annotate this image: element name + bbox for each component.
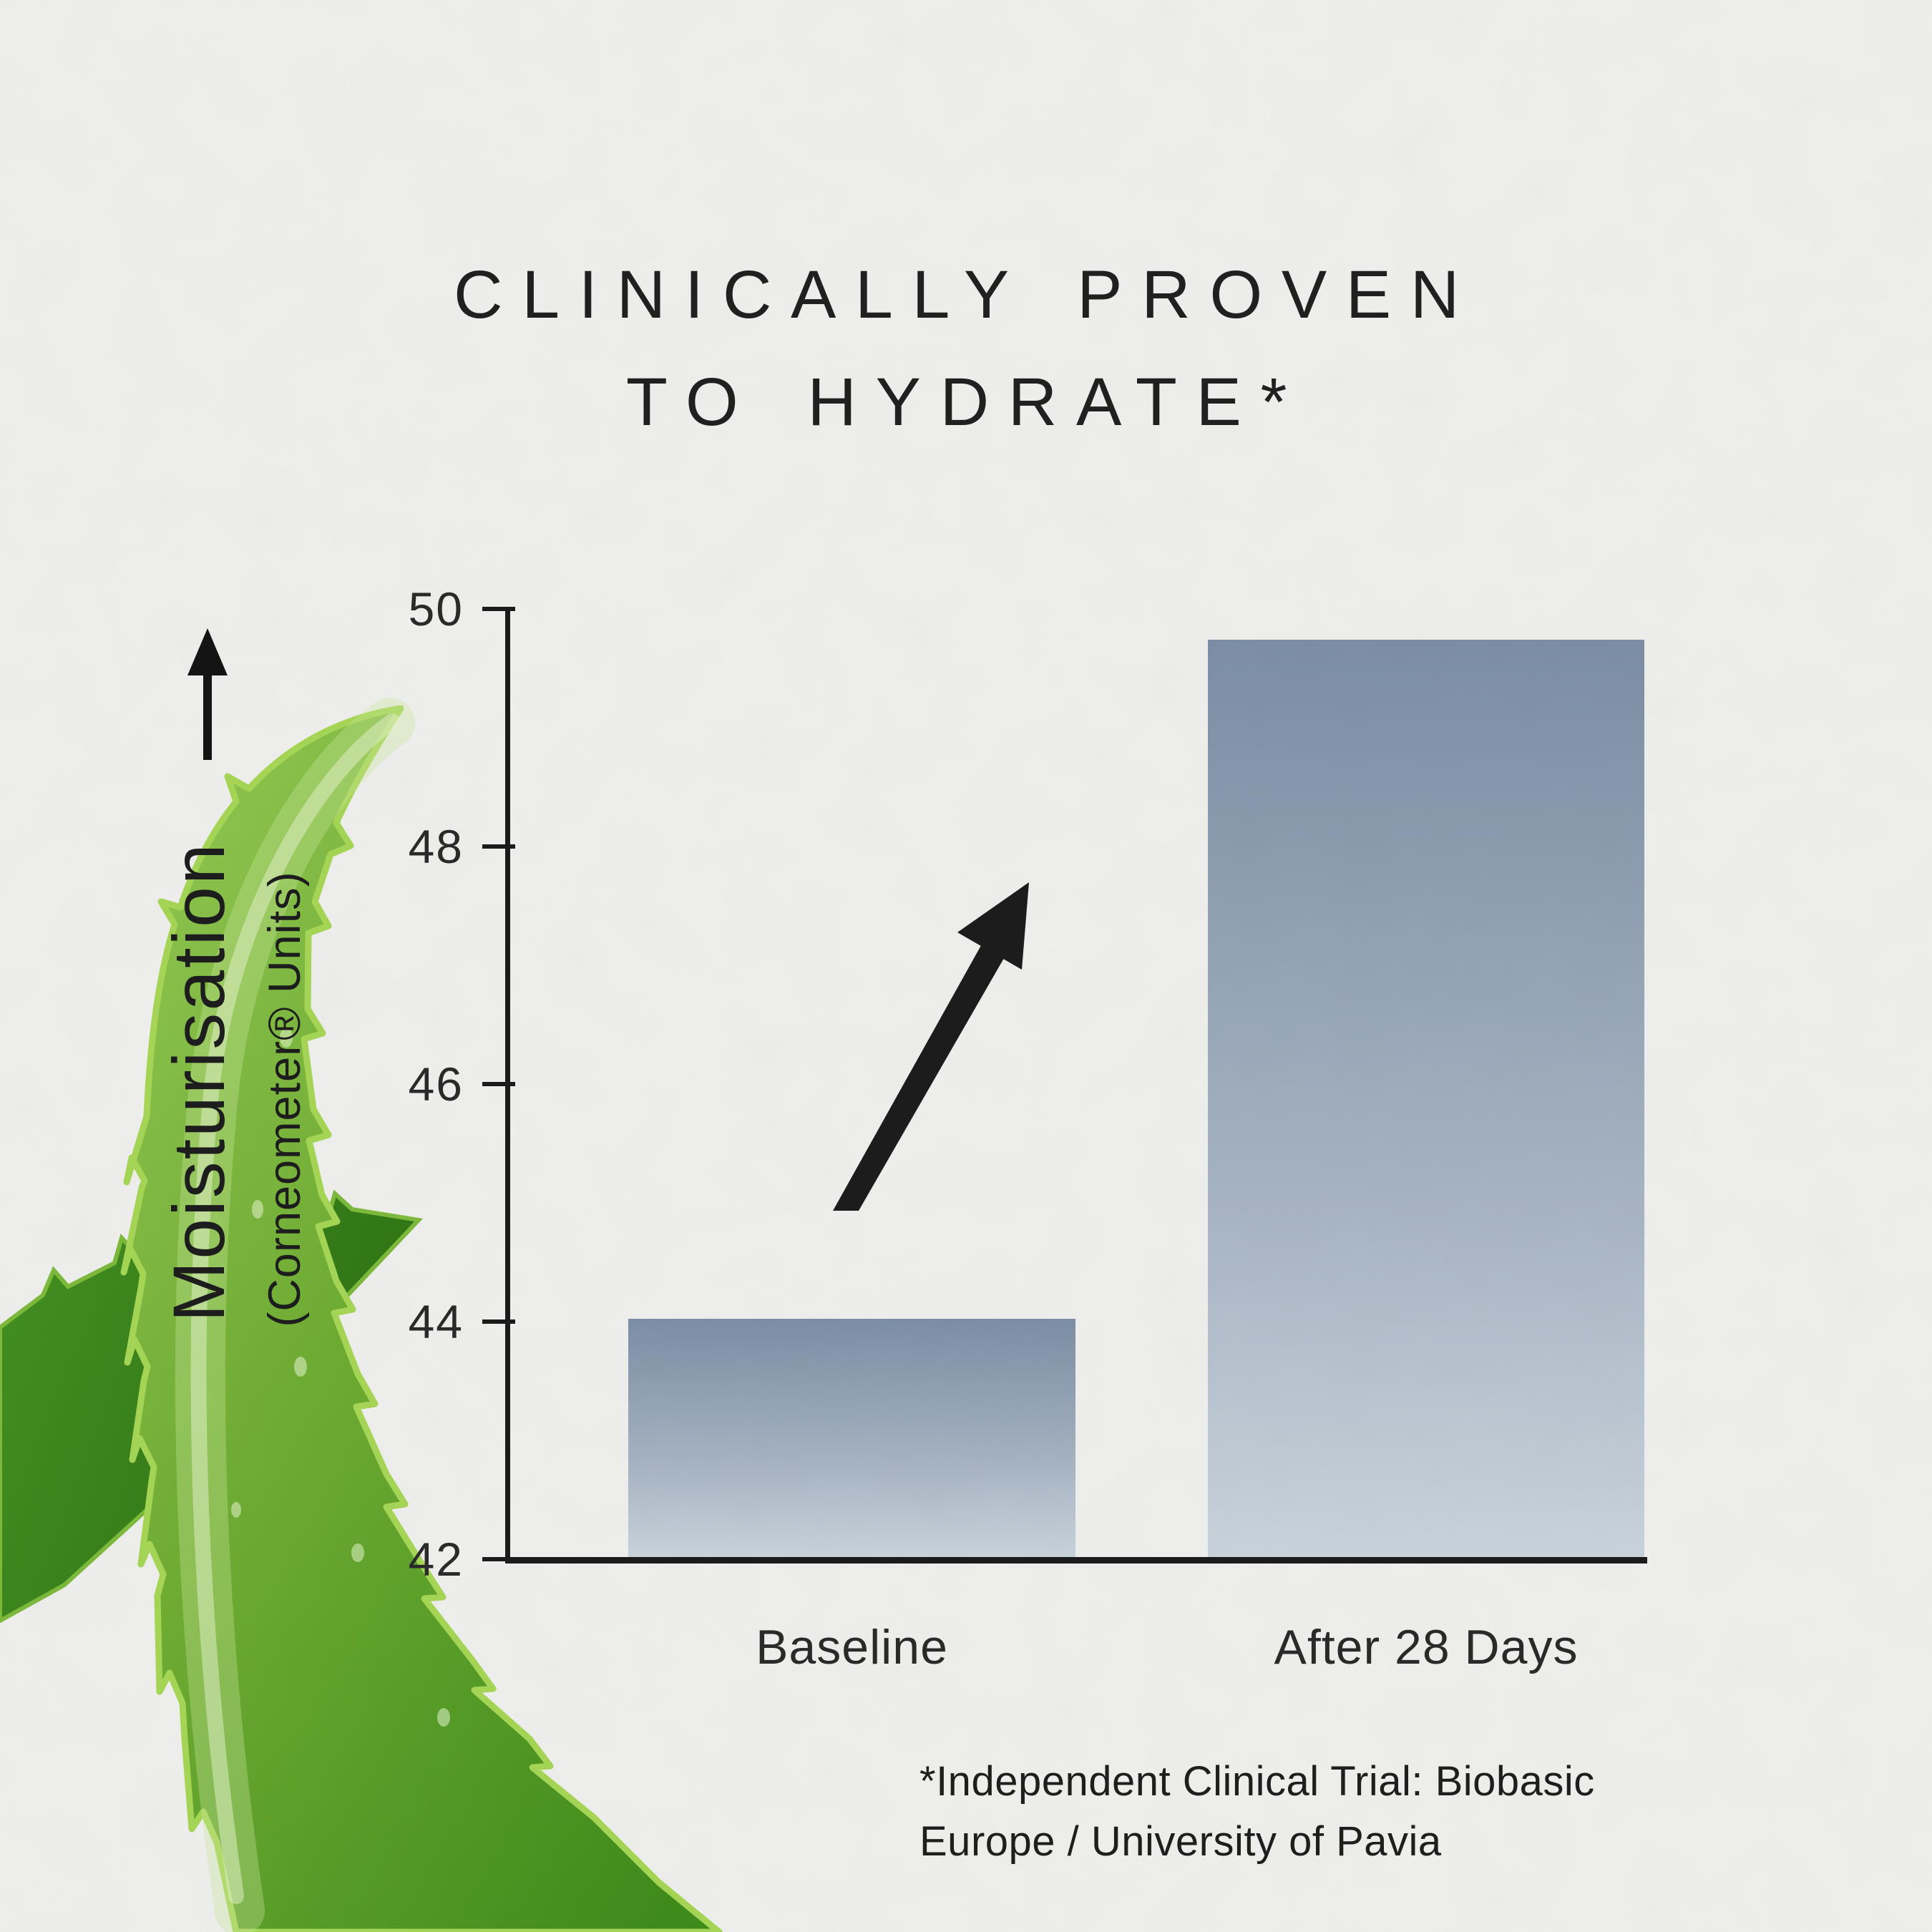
tick-label-48: 48 bbox=[408, 820, 464, 873]
footnote: *Independent Clinical Trial: Biobasic Eu… bbox=[919, 1752, 1764, 1872]
category-label-after-28-days: After 28 Days bbox=[1274, 1620, 1579, 1674]
tick-label-50: 50 bbox=[408, 582, 464, 635]
tick-label-42: 42 bbox=[408, 1533, 464, 1586]
bar-baseline bbox=[628, 1319, 1075, 1557]
category-label-baseline: Baseline bbox=[756, 1620, 948, 1674]
footnote-line-2: Europe / University of Pavia bbox=[919, 1818, 1442, 1865]
tick-mark-48 bbox=[482, 844, 515, 849]
x-axis-line bbox=[505, 1557, 1647, 1563]
tick-mark-46 bbox=[482, 1082, 515, 1086]
trend-up-arrow-icon bbox=[833, 882, 1029, 1211]
tick-mark-42 bbox=[482, 1557, 515, 1561]
tick-label-44: 44 bbox=[408, 1295, 464, 1348]
title-line-2: TO HYDRATE* bbox=[625, 364, 1307, 440]
y-axis-subtitle: (Corneometer® Units) bbox=[260, 871, 310, 1327]
footnote-line-1: *Independent Clinical Trial: Biobasic bbox=[919, 1758, 1595, 1805]
title-line-1: CLINICALLY PROVEN bbox=[454, 257, 1478, 333]
tick-mark-50 bbox=[482, 607, 515, 611]
tick-mark-44 bbox=[482, 1319, 515, 1324]
tick-label-46: 46 bbox=[408, 1058, 464, 1111]
bar-after-28-days bbox=[1208, 640, 1644, 1557]
up-arrow-icon bbox=[187, 628, 228, 760]
